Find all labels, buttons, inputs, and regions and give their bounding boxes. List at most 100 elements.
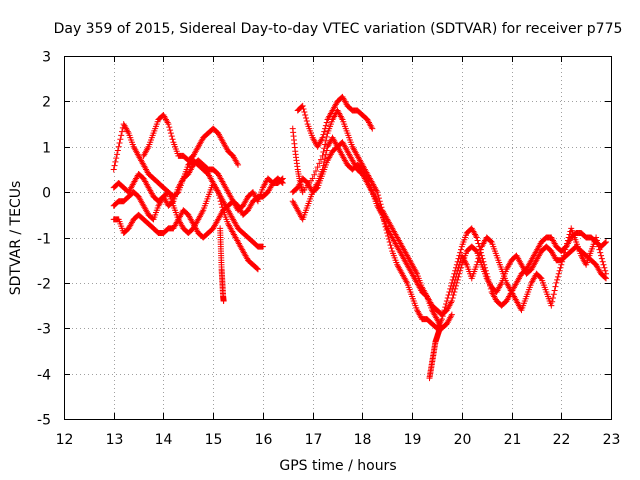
x-tick-label: 18	[354, 432, 372, 448]
data-point	[316, 160, 323, 167]
data-point	[110, 166, 117, 173]
data-point	[564, 237, 571, 244]
data-point	[453, 270, 460, 277]
data-point	[563, 243, 570, 250]
data-point	[485, 276, 492, 283]
chart-title: Day 359 of 2015, Sidereal Day-to-day VTE…	[54, 21, 623, 37]
x-tick-label: 14	[155, 432, 173, 448]
data-point	[442, 304, 449, 311]
data-point	[441, 307, 448, 314]
data-point	[483, 270, 490, 277]
data-point	[453, 273, 460, 280]
data-point	[439, 313, 446, 320]
data-point	[554, 273, 561, 280]
data-point	[323, 119, 330, 126]
data-point	[593, 234, 600, 241]
y-tick-label: -2	[37, 277, 51, 293]
series-track-E	[140, 111, 242, 168]
data-point	[486, 282, 493, 289]
series-track-D	[110, 175, 286, 241]
series-track-J	[448, 225, 610, 314]
data-point	[602, 267, 609, 274]
data-point	[473, 261, 480, 268]
data-point	[376, 198, 383, 205]
data-point	[115, 143, 122, 150]
data-point	[319, 134, 326, 141]
data-point	[375, 192, 382, 199]
data-point	[455, 264, 462, 271]
data-point	[168, 133, 175, 140]
data-point	[321, 145, 328, 152]
data-point	[481, 261, 488, 268]
data-point	[452, 276, 459, 283]
data-point	[551, 287, 558, 294]
series-dip-19h	[426, 325, 443, 382]
data-point	[220, 298, 227, 305]
data-point	[116, 139, 123, 146]
x-tick-label: 19	[404, 432, 422, 448]
data-point	[382, 223, 389, 230]
data-point	[548, 302, 555, 309]
data-point	[443, 301, 450, 308]
data-point	[383, 226, 390, 233]
data-point	[552, 283, 559, 290]
data-point	[559, 258, 566, 265]
data-point	[556, 267, 563, 274]
data-point	[602, 274, 609, 281]
x-axis-label: GPS time / hours	[279, 458, 396, 474]
data-point	[566, 231, 573, 238]
data-point	[119, 128, 126, 135]
data-point	[559, 255, 566, 262]
data-point	[385, 232, 392, 239]
data-point	[557, 264, 564, 271]
x-tick-label: 20	[454, 432, 472, 448]
data-point	[472, 247, 479, 254]
x-tick-label: 13	[106, 432, 124, 448]
data-point	[603, 239, 610, 246]
data-point	[114, 147, 121, 154]
data-point	[388, 245, 395, 252]
data-point	[457, 249, 464, 256]
x-tick-label: 16	[255, 432, 273, 448]
data-point	[597, 249, 604, 256]
data-point	[444, 295, 451, 301]
data-point	[549, 298, 556, 305]
data-point	[562, 246, 569, 253]
data-point	[477, 249, 484, 256]
data-point	[457, 246, 464, 253]
data-point	[278, 179, 285, 186]
data-point	[321, 158, 328, 165]
x-tick-label: 23	[603, 432, 621, 448]
y-axis-label: SDTVAR / TECUs	[8, 181, 24, 296]
data-point	[554, 276, 561, 283]
data-point	[484, 273, 491, 280]
data-point	[319, 152, 326, 159]
data-point	[451, 279, 458, 286]
data-point	[448, 311, 455, 318]
data-point	[436, 325, 443, 332]
data-point	[555, 270, 562, 277]
data-point	[303, 118, 310, 125]
data-point	[254, 265, 261, 272]
data-point	[593, 237, 600, 244]
data-point	[300, 105, 307, 112]
data-point	[480, 258, 487, 265]
data-point	[596, 246, 603, 253]
data-point	[169, 136, 176, 143]
data-point	[303, 115, 310, 122]
data-point	[601, 264, 608, 271]
data-point	[482, 264, 489, 271]
y-tick-label: -4	[37, 368, 51, 384]
series-track-H	[294, 93, 376, 150]
data-point	[603, 270, 610, 277]
y-tick-label: -5	[37, 413, 51, 429]
data-point	[550, 291, 557, 298]
data-point	[595, 243, 602, 250]
data-point	[369, 125, 376, 132]
data-point	[600, 261, 607, 268]
data-point	[553, 279, 560, 286]
data-point	[114, 151, 121, 158]
data-point	[387, 242, 394, 249]
data-point	[320, 131, 327, 138]
